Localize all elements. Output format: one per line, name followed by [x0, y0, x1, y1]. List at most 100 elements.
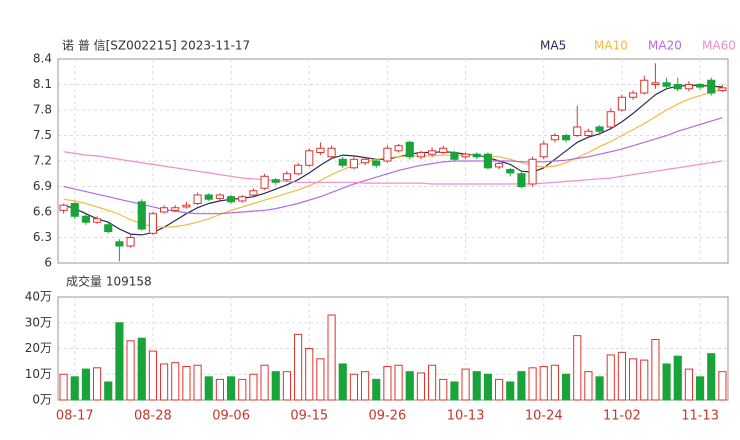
candle-body — [59, 204, 68, 211]
y-tick-label: 10万 — [25, 367, 52, 381]
volume-bar — [640, 359, 649, 401]
candle-body — [81, 215, 90, 223]
volume-bar — [629, 358, 638, 401]
candle-body — [562, 135, 571, 141]
candle-body — [584, 130, 593, 136]
candle-body — [550, 135, 559, 141]
volume-bar — [372, 378, 381, 401]
volume-bar — [506, 381, 515, 401]
x-tick-label: 09-06 — [212, 409, 250, 424]
volume-bar — [294, 333, 303, 401]
candle-body — [93, 218, 102, 223]
ma-line — [63, 151, 723, 185]
volume-bar — [662, 363, 671, 401]
volume-bar — [595, 376, 604, 401]
volume-bar — [684, 368, 693, 401]
candle-body — [160, 207, 169, 213]
volume-bar — [182, 366, 191, 401]
candle-body — [294, 164, 303, 175]
volume-bar — [617, 351, 626, 401]
volume-bar — [338, 363, 347, 401]
candle-body — [483, 153, 492, 169]
volume-bar — [405, 371, 414, 401]
y-tick-label: 8.4 — [33, 52, 52, 66]
volume-bar — [606, 354, 615, 401]
candle-body — [617, 96, 626, 111]
candle-body — [461, 153, 470, 158]
candle-body — [662, 82, 671, 87]
volume-bar — [160, 363, 169, 401]
volume-bar — [651, 338, 660, 401]
candle-body — [595, 126, 604, 132]
y-tick-label: 6 — [44, 256, 52, 270]
candle-body — [394, 145, 403, 152]
candle-body — [684, 84, 693, 90]
volume-bar — [483, 373, 492, 401]
volume-bar — [249, 373, 258, 401]
volume-bar — [718, 371, 727, 401]
ma-line — [63, 117, 723, 215]
volume-bar — [584, 371, 593, 401]
y-tick-label: 6.6 — [33, 205, 52, 219]
volume-bar — [59, 373, 68, 401]
candle-body — [171, 207, 180, 211]
candle-body — [361, 158, 370, 164]
candle-body — [707, 79, 716, 94]
y-tick-label: 7.5 — [33, 128, 52, 142]
volume-bar — [238, 378, 247, 401]
legend-label: MA5 — [540, 39, 566, 53]
volume-bar — [562, 373, 571, 401]
ma-line — [63, 89, 723, 228]
x-tick-label: 08-17 — [56, 409, 94, 424]
volume-bar — [148, 350, 157, 401]
y-tick-label: 8.1 — [33, 77, 52, 91]
candle-body — [204, 194, 213, 200]
volume-bar — [539, 366, 548, 401]
candle-body — [227, 196, 236, 203]
plot-frame — [57, 58, 729, 264]
candle-body — [517, 173, 526, 187]
candle-body — [238, 196, 247, 202]
candle-body — [416, 152, 425, 158]
candle-body — [327, 147, 336, 158]
volume-bar — [428, 364, 437, 401]
volume-bar — [383, 366, 392, 401]
candle-body — [718, 87, 727, 91]
volume-bar — [416, 372, 425, 401]
candle-body — [673, 84, 682, 90]
candle-body — [104, 224, 113, 233]
candle-body — [115, 241, 124, 247]
candle-body — [372, 160, 381, 166]
volume-bar — [573, 335, 582, 401]
volume-title: 成交量 109158 — [66, 274, 152, 289]
chart-title: 诺 普 信[SZ002215] 2023-11-17 — [62, 39, 250, 53]
candle-body — [495, 163, 504, 168]
volume-bar — [271, 371, 280, 401]
candle-body — [629, 92, 638, 98]
candle-body — [126, 237, 135, 247]
volume-bar — [137, 337, 146, 401]
volume-bar — [316, 358, 325, 401]
volume-bar — [361, 371, 370, 401]
volume-bar — [193, 364, 202, 401]
legend-label: MA20 — [648, 39, 682, 53]
volume-bar — [171, 362, 180, 401]
candle-body — [282, 173, 291, 181]
volume-bar — [528, 367, 537, 401]
volume-bar — [461, 368, 470, 401]
candle-body — [640, 79, 649, 94]
x-tick-label: 08-28 — [134, 409, 172, 424]
volume-bar — [673, 355, 682, 401]
legend-label: MA10 — [594, 39, 628, 53]
candle-body — [271, 179, 280, 183]
candle-body — [182, 204, 191, 208]
y-tick-label: 40万 — [25, 290, 52, 304]
volume-bar — [696, 376, 705, 401]
volume-bar — [394, 364, 403, 401]
y-tick-label: 6.9 — [33, 179, 52, 193]
y-tick-label: 7.2 — [33, 154, 52, 168]
candle-body — [506, 169, 515, 174]
volume-bar — [260, 364, 269, 401]
candle-body — [405, 141, 414, 158]
candle-body — [573, 126, 582, 136]
